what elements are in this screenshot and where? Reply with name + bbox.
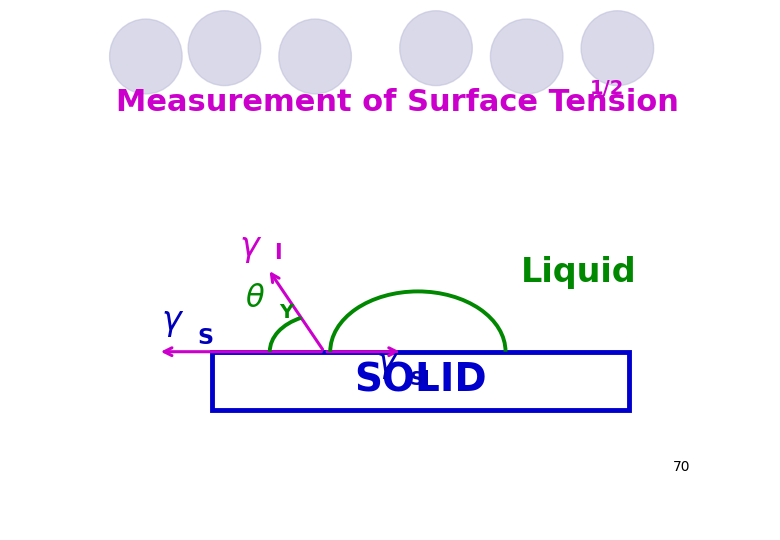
Bar xyxy=(212,352,629,410)
Text: 1/2: 1/2 xyxy=(590,79,625,98)
Text: Y: Y xyxy=(279,302,293,321)
Text: $\mathit{\gamma}$: $\mathit{\gamma}$ xyxy=(239,232,262,265)
Ellipse shape xyxy=(109,19,182,94)
Text: SOLID: SOLID xyxy=(355,362,488,400)
Ellipse shape xyxy=(491,19,563,94)
Text: Measurement of Surface Tension: Measurement of Surface Tension xyxy=(115,87,679,117)
Text: S: S xyxy=(197,328,213,348)
Text: 70: 70 xyxy=(672,461,690,474)
Text: Liquid: Liquid xyxy=(521,256,636,289)
Ellipse shape xyxy=(279,19,351,94)
Ellipse shape xyxy=(581,11,654,85)
Text: $\mathit{\gamma}$: $\mathit{\gamma}$ xyxy=(161,306,185,339)
Text: Sl: Sl xyxy=(410,370,430,389)
Text: $\mathit{\gamma}$: $\mathit{\gamma}$ xyxy=(376,348,399,381)
Text: l: l xyxy=(274,242,282,262)
Text: $\mathit{\theta}$: $\mathit{\theta}$ xyxy=(246,284,265,313)
Ellipse shape xyxy=(400,11,473,85)
Ellipse shape xyxy=(188,11,261,85)
